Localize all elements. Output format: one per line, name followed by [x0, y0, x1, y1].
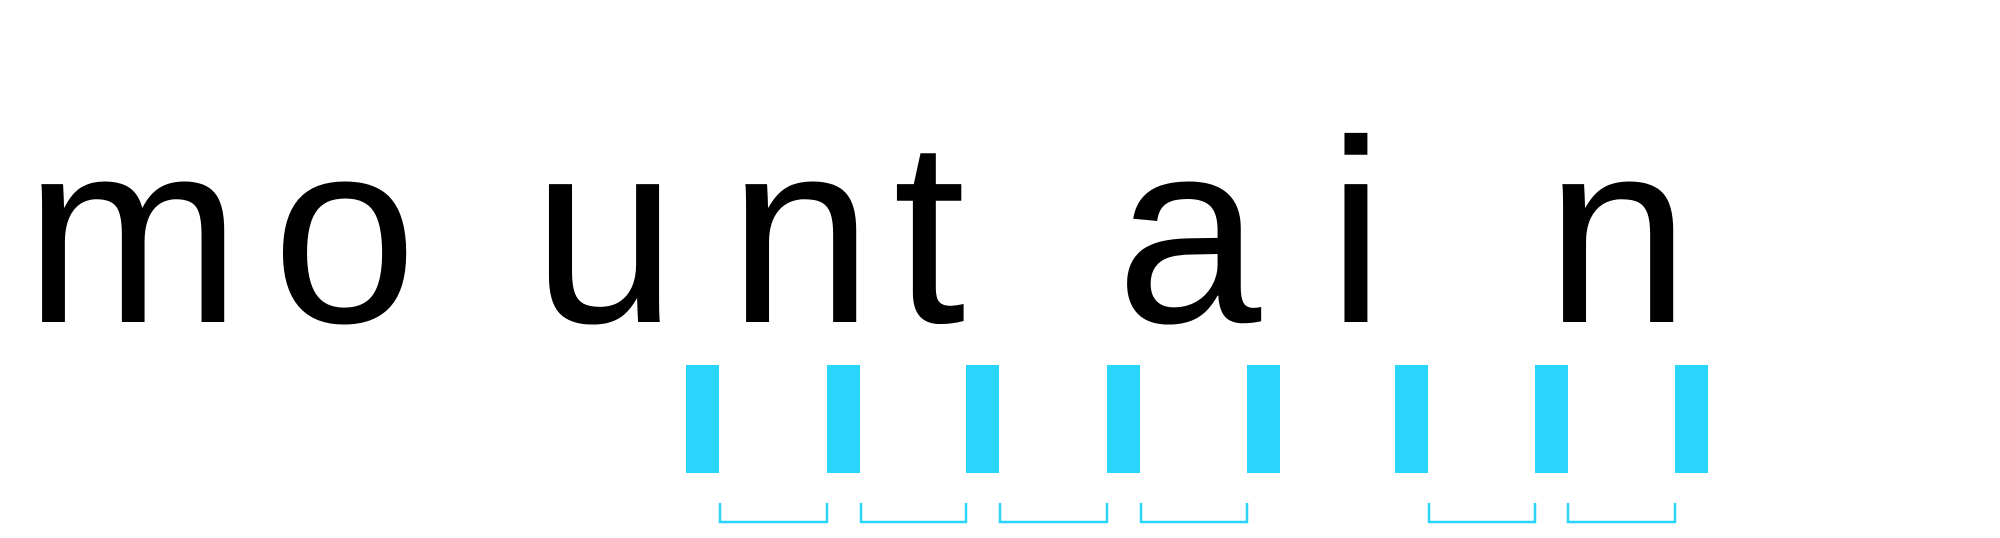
stem-marker-bar — [686, 365, 719, 473]
letter-o-1: o — [272, 87, 417, 378]
spacing-bracket — [998, 503, 1109, 524]
spacing-brackets — [718, 503, 1677, 524]
stem-marker-bar — [827, 365, 860, 473]
letter-n-3: n — [728, 87, 873, 378]
spacing-bracket — [1566, 503, 1677, 524]
stem-marker-bar — [1247, 365, 1280, 473]
spacing-bracket — [1427, 503, 1537, 524]
spacing-bracket — [859, 503, 968, 524]
letter-u-2: u — [532, 87, 677, 378]
spacing-bracket — [1139, 503, 1249, 524]
spacing-bracket — [718, 503, 829, 524]
stem-marker-bar — [1395, 365, 1428, 473]
letter-n-7: n — [1545, 87, 1690, 378]
stem-marker-bar — [966, 365, 999, 473]
stem-marker-bar — [1535, 365, 1568, 473]
letter-t-4: t — [893, 87, 966, 378]
letter-m-0: m — [24, 87, 241, 378]
stem-marker-bar — [1107, 365, 1140, 473]
letter-a-5: a — [1116, 87, 1263, 378]
letter-i-6: i — [1327, 87, 1385, 378]
stem-markers — [686, 365, 1708, 473]
stem-marker-bar — [1675, 365, 1708, 473]
